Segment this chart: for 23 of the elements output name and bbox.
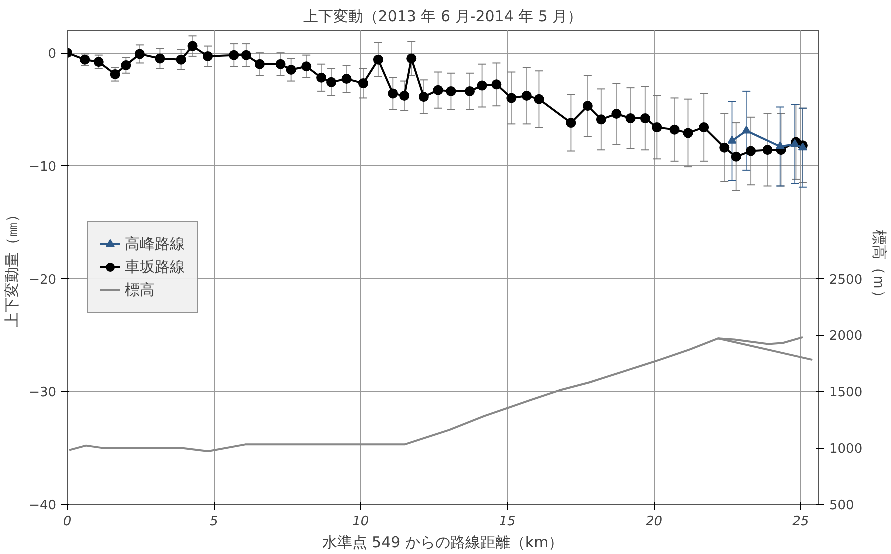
y2-axis-title: 標高（ｍ） [870, 230, 889, 305]
y2-tick-label: 1000 [830, 442, 863, 458]
x-tick-label: 0 [63, 514, 72, 530]
legend-label: 標高 [125, 280, 155, 300]
y-tick-label: −30 [29, 386, 57, 401]
x-tick-label: 15 [499, 514, 516, 530]
x-tick-label: 10 [352, 514, 370, 530]
x-tick-label: 20 [646, 514, 662, 530]
legend-label: 車坂路線 [125, 258, 185, 276]
chart-title: 上下変動（2013 年 6 月-2014 年 5 月） [303, 8, 583, 26]
y2-tick-label: 2500 [830, 272, 863, 288]
y2-tick-label: 2000 [830, 329, 863, 344]
x-tick-label: 25 [792, 514, 810, 530]
x-tick-label: 5 [210, 514, 218, 530]
x-axis-title: 水準点 549 からの路線距離（km） [322, 534, 564, 552]
y-tick-label: −10 [29, 160, 57, 175]
legend-label: 高峰路線 [125, 234, 185, 254]
y-tick-label: −40 [29, 498, 57, 514]
y-axis-title: 上下変動量（㎜） [3, 208, 22, 328]
y-tick-label: −20 [29, 272, 57, 288]
y2-tick-label: 1500 [830, 386, 863, 401]
y2-tick-label: 500 [830, 498, 854, 514]
y-tick-label: 0 [48, 47, 57, 62]
